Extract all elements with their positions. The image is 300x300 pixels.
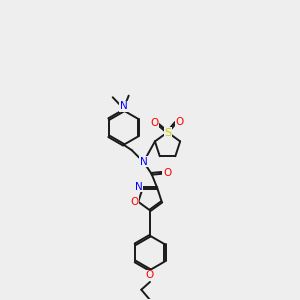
Text: S: S	[164, 128, 172, 138]
Text: N: N	[135, 182, 142, 192]
Text: O: O	[130, 197, 138, 207]
Text: N: N	[120, 101, 128, 111]
Text: N: N	[140, 157, 147, 166]
Text: O: O	[175, 117, 184, 127]
Text: O: O	[163, 168, 171, 178]
Text: O: O	[146, 270, 154, 280]
Text: O: O	[150, 118, 158, 128]
